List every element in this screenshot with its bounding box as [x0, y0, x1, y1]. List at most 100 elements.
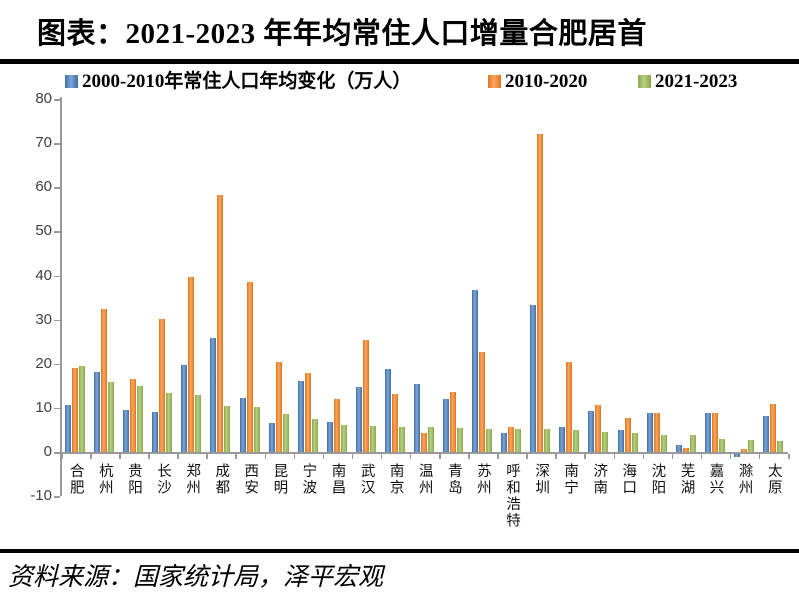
x-category-label: 太原: [765, 463, 782, 496]
x-category-label: 温州: [416, 463, 433, 496]
bar: [740, 449, 747, 452]
bar: [646, 412, 653, 452]
x-category-label: 郑州: [184, 463, 201, 496]
x-tick-mark: [61, 454, 63, 459]
x-tick-mark: [526, 454, 528, 459]
bar: [472, 290, 479, 452]
bar: [166, 392, 173, 452]
bar: [733, 454, 740, 457]
x-tick-mark: [729, 454, 732, 459]
bar: [275, 362, 282, 452]
bar: [398, 426, 405, 452]
x-tick-mark: [642, 454, 645, 459]
y-tick-label: 40: [35, 266, 52, 284]
x-tick-mark: [322, 454, 325, 459]
bar: [566, 361, 573, 452]
bar: [660, 434, 667, 452]
x-category-label: 呼和浩特: [503, 463, 520, 529]
bar: [181, 365, 188, 452]
x-axis-line: [60, 452, 788, 454]
bar: [450, 392, 457, 452]
bar: [72, 367, 79, 452]
x-category-label: 杭州: [96, 463, 113, 496]
bar: [769, 403, 776, 452]
bar: [457, 427, 464, 452]
bar: [210, 337, 217, 452]
legend-item-2000-2010: 2000-2010年常住人口年均变化（万人）: [65, 70, 411, 92]
x-tick-mark: [555, 454, 557, 459]
legend-label: 2000-2010年常住人口年均变化（万人）: [82, 70, 412, 92]
x-tick-mark: [788, 454, 790, 459]
x-category-label: 成都: [213, 463, 230, 496]
bar: [253, 407, 260, 452]
x-tick-mark: [206, 454, 208, 459]
bar: [79, 366, 86, 452]
y-tick-label: 70: [35, 134, 52, 152]
legend-label: 2021-2023: [655, 70, 738, 92]
x-category-label: 昆明: [271, 463, 288, 496]
bar: [747, 440, 754, 452]
x-category-label: 济南: [591, 463, 608, 496]
x-category-label: 西安: [242, 463, 259, 496]
x-category-label: 滁州: [736, 463, 753, 496]
x-category-label: 南宁: [562, 463, 579, 496]
y-tick-mark: [54, 231, 60, 233]
bar: [333, 399, 340, 452]
bar: [340, 424, 347, 452]
y-tick-mark: [54, 143, 60, 145]
bar: [101, 309, 108, 452]
x-category-label: 武汉: [358, 463, 375, 496]
bar: [137, 385, 144, 452]
y-tick-mark: [54, 407, 60, 410]
y-tick-label: 50: [35, 222, 52, 240]
legend-item-2021-2023: 2021-2023: [638, 70, 737, 92]
x-tick-mark: [613, 454, 616, 459]
legend-swatch-orange: [488, 74, 501, 88]
bar: [689, 435, 696, 452]
y-tick-label: 80: [35, 90, 52, 107]
y-tick-label: 0: [43, 443, 52, 460]
y-tick-mark: [54, 319, 60, 322]
bar: [188, 276, 195, 452]
bar: [653, 412, 660, 452]
bar: [355, 387, 362, 452]
bar: [704, 412, 711, 452]
bar: [414, 384, 420, 452]
chart-title: 图表：2021-2023 年年均常住人口增量合肥居首: [37, 18, 647, 50]
x-tick-mark: [700, 454, 703, 459]
x-tick-mark: [177, 454, 179, 459]
x-category-label: 合肥: [67, 463, 84, 496]
x-tick-mark: [497, 454, 499, 459]
y-tick-mark: [54, 99, 60, 101]
bar: [217, 195, 224, 452]
footer-divider: [0, 549, 799, 553]
bar: [530, 304, 537, 452]
x-tick-mark: [584, 454, 586, 459]
x-category-label: 宁波: [300, 463, 317, 496]
bar: [421, 432, 427, 452]
y-tick-label: 30: [35, 310, 52, 328]
x-tick-mark: [264, 454, 267, 459]
x-category-label: 青岛: [445, 463, 462, 496]
x-category-label: 沈阳: [649, 463, 666, 496]
bar: [130, 379, 137, 452]
x-tick-mark: [293, 454, 296, 459]
y-tick-mark: [54, 363, 60, 366]
bar: [123, 410, 130, 452]
bar: [718, 439, 725, 452]
bar: [159, 319, 166, 452]
bar: [602, 432, 609, 452]
bar: [486, 429, 493, 452]
bar: [311, 418, 318, 452]
bar: [246, 281, 253, 452]
y-tick-mark: [54, 187, 60, 189]
x-category-label: 嘉兴: [707, 463, 724, 496]
y-tick-mark: [54, 275, 60, 277]
bar: [631, 433, 638, 452]
x-category-label: 南京: [387, 463, 404, 496]
x-tick-mark: [148, 454, 150, 459]
bar: [152, 412, 159, 452]
bar: [195, 394, 202, 452]
bar: [624, 417, 631, 452]
legend-swatch-green: [638, 74, 651, 88]
